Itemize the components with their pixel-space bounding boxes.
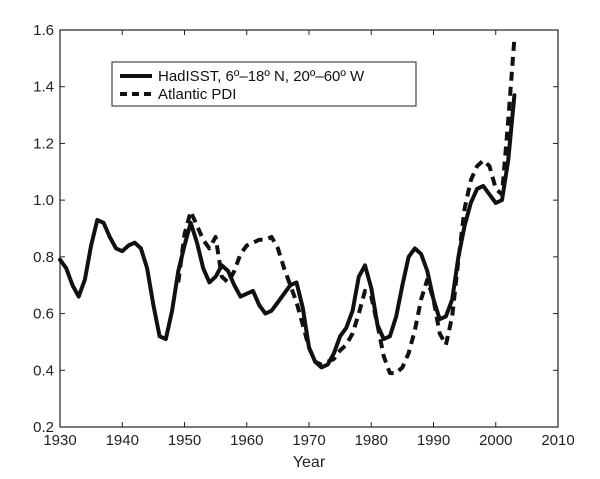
- y-tick-label: 1.0: [33, 192, 54, 209]
- y-tick-label: 1.6: [33, 22, 54, 39]
- legend-box: [111, 61, 417, 107]
- x-tick-label: 1970: [292, 432, 325, 449]
- y-tick-label: 0.4: [33, 362, 54, 379]
- y-tick-label: 0.6: [33, 306, 54, 323]
- y-tick-label: 1.4: [33, 79, 54, 96]
- ticks-group: 1930 1940 1950 1960 1970 1980 1990 2000 2010 0.2 0…: [33, 22, 575, 449]
- series-line-atlantic-pdi: [176, 38, 517, 376]
- x-tick-label: 1950: [168, 432, 201, 449]
- x-tick-label: 1990: [417, 432, 450, 449]
- x-tick-label: 1930: [43, 432, 76, 449]
- x-tick-label: 1960: [230, 432, 263, 449]
- x-tick-label: 2010: [541, 432, 574, 449]
- series-line-hadisst: [58, 93, 517, 370]
- series-group: [58, 38, 517, 376]
- x-tick-label: 1980: [355, 432, 388, 449]
- x-tick-label: 2000: [479, 432, 512, 449]
- y-tick-label: 0.2: [33, 419, 54, 436]
- legend-label: Atlantic PDI: [158, 86, 236, 103]
- legend-label: HadISST, 6º–18º N, 20º–60º W: [158, 68, 365, 85]
- x-tick-label: 1940: [106, 432, 139, 449]
- y-tick-label: 0.8: [33, 249, 54, 266]
- y-tick-label: 1.2: [33, 135, 54, 152]
- x-axis-title: Year: [293, 454, 326, 471]
